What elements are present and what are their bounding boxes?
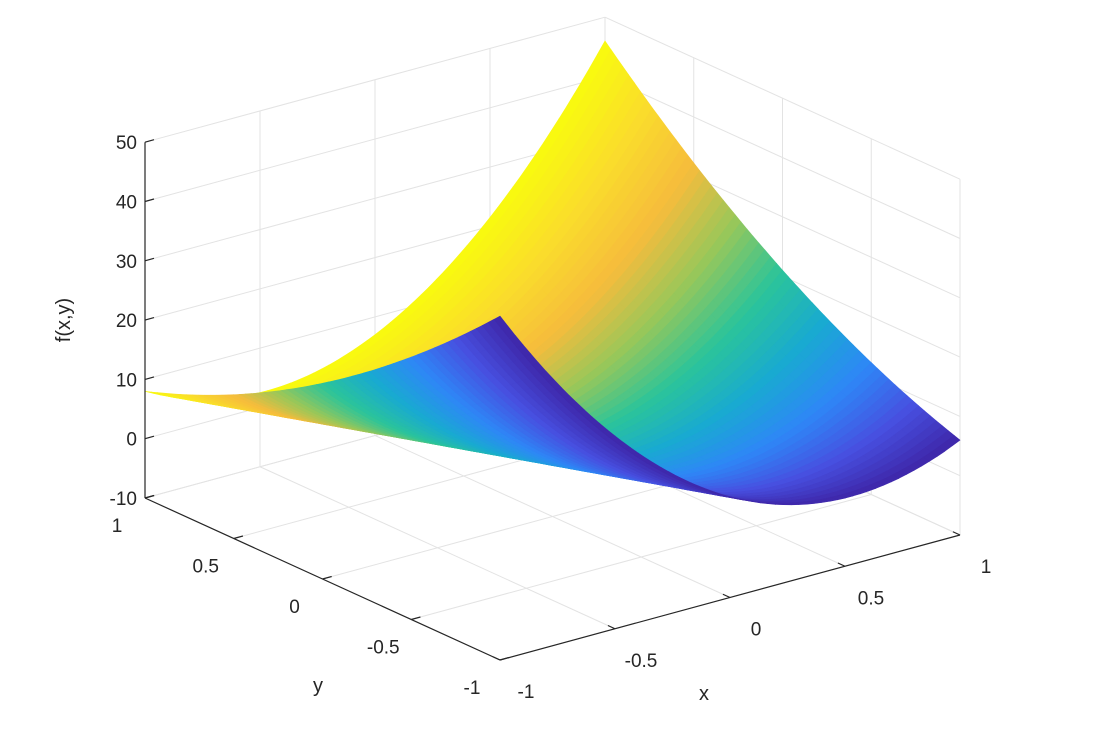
back-wall-gridline-z: [144, 135, 606, 262]
x-tick-mark: [952, 531, 961, 536]
y-tick-label: -0.5: [367, 638, 400, 659]
y-tick-mark: [233, 535, 244, 540]
axes: -1 -0.5 0 0.5 1 -1 -0.5 0 0.5 1 -10 0 10 20 30 40 50: [110, 133, 992, 703]
x-tick-label: -1: [518, 682, 535, 703]
z-axis-label: f(x,y): [53, 298, 75, 342]
x-tick-label: -0.5: [625, 651, 658, 672]
z-tick-label: 50: [116, 133, 137, 154]
surface-patch: [493, 315, 509, 330]
side-wall-gridline-z: [604, 76, 961, 239]
x-axis-label: x: [699, 683, 709, 705]
z-tick-mark: [144, 494, 155, 499]
z-tick-label: 0: [126, 430, 137, 451]
y-tick-label: 0: [289, 597, 300, 618]
x-tick-mark: [837, 562, 846, 567]
y-tick-mark: [499, 656, 510, 661]
z-tick-mark: [144, 435, 155, 440]
x-tick-label: 0.5: [858, 588, 884, 609]
y-tick-label: -1: [464, 678, 481, 699]
y-tick-label: 1: [112, 516, 123, 537]
x-tick-label: 1: [981, 557, 992, 578]
y-tick-mark: [322, 575, 332, 580]
z-tick-mark: [144, 139, 155, 143]
back-wall-gridline-z: [144, 76, 606, 202]
y-tick-label: 0.5: [193, 557, 219, 578]
x-tick-mark: [607, 624, 616, 630]
y-tick-mark: [411, 616, 421, 621]
floor-gridline-y: [411, 494, 872, 620]
z-tick-mark: [144, 317, 155, 321]
z-tick-mark: [144, 198, 155, 203]
y-axis-label: y: [313, 675, 323, 697]
x-tick-label: 0: [751, 620, 762, 641]
z-tick-label: -10: [110, 489, 137, 510]
z-tick-label: 40: [116, 193, 137, 214]
z-tick-mark: [144, 376, 155, 380]
back-wall-gridline-z: [144, 16, 606, 143]
z-tick-label: 10: [116, 370, 137, 391]
z-tick-label: 20: [116, 311, 137, 332]
z-tick-label: 30: [116, 252, 137, 273]
side-wall-gridline-z: [604, 16, 961, 180]
z-tick-mark: [144, 257, 155, 262]
x-tick-mark: [722, 593, 731, 599]
surface: [144, 40, 961, 506]
x-tick-mark: [492, 656, 501, 661]
